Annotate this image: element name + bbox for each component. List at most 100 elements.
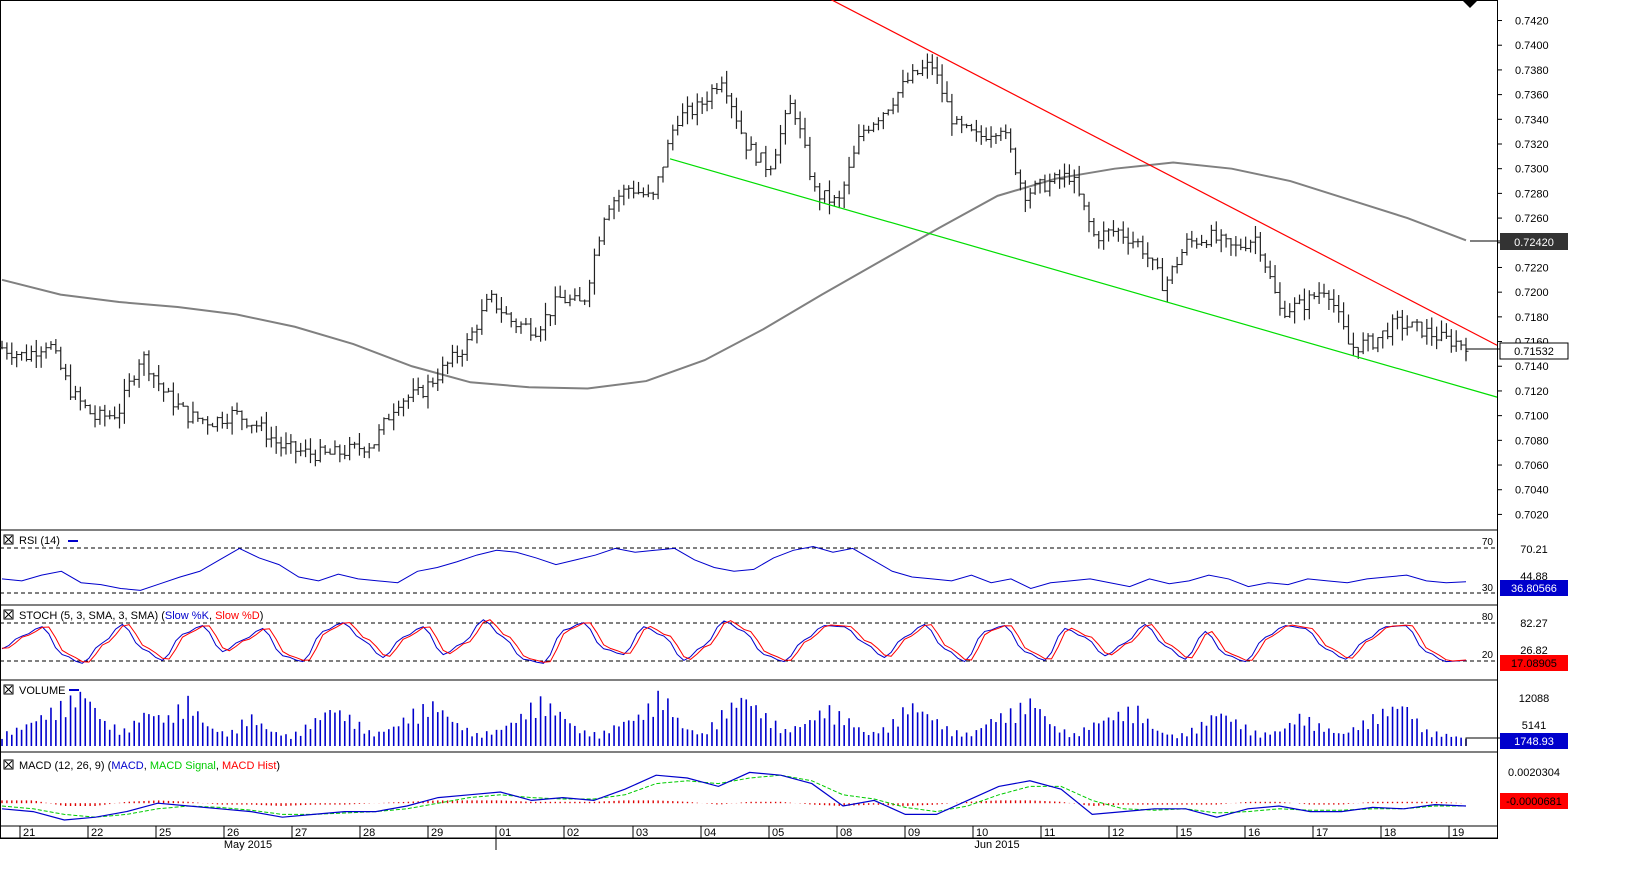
- price-bar: [836, 190, 842, 209]
- scroll-arrow-icon[interactable]: [1462, 0, 1478, 8]
- macd-signal-line: [1, 774, 1466, 818]
- volume-tick-high: 12088: [1519, 693, 1550, 705]
- x-day-label: 18: [1384, 827, 1396, 839]
- stoch-label: STOCH (5, 3, SMA, 3, SMA): [19, 610, 158, 622]
- x-day-label: 21: [23, 827, 35, 839]
- price-bar: [180, 401, 186, 407]
- price-bar: [557, 285, 563, 298]
- stoch-pane: STOCH (5, 3, SMA, 3, SMA) (Slow %K, Slow…: [0, 609, 1568, 671]
- price-tick-label: 0.7300: [1515, 164, 1549, 176]
- price-bar: [146, 350, 152, 382]
- price-bar: [1390, 314, 1396, 346]
- rsi-tick-70: 70.21: [1520, 544, 1548, 556]
- price-bar: [141, 351, 147, 376]
- price-bar: [0, 340, 5, 350]
- price-bar: [322, 445, 328, 455]
- price-bar: [973, 119, 979, 142]
- svg-text:STOCH (5, 3, SMA, 3, SMA) (Slo: STOCH (5, 3, SMA, 3, SMA) (Slow %K, Slow…: [19, 610, 263, 622]
- price-bar: [1042, 174, 1048, 193]
- price-tick-label: 0.7260: [1515, 213, 1549, 225]
- price-bar: [1380, 330, 1386, 349]
- price-bar: [1252, 225, 1258, 255]
- price-tick-label: 0.7040: [1515, 485, 1549, 497]
- macd-close-icon[interactable]: [3, 759, 14, 770]
- price-bar: [107, 410, 113, 420]
- price-bar: [1448, 329, 1454, 353]
- price-bar: [900, 69, 906, 98]
- price-bar: [131, 375, 137, 386]
- price-bar: [1341, 302, 1347, 330]
- rsi-value-bg: [1500, 580, 1568, 596]
- svg-text:MACD (12, 26, 9) (MACD, MACD S: MACD (12, 26, 9) (MACD, MACD Signal, MAC…: [19, 760, 280, 772]
- price-bar: [1316, 282, 1322, 304]
- price-bar: [254, 420, 260, 433]
- price-bar: [1218, 229, 1224, 253]
- rsi-close-icon[interactable]: [3, 534, 14, 545]
- stoch-tick-high: 82.27: [1520, 618, 1548, 630]
- price-bar: [1150, 257, 1156, 271]
- price-bar: [1248, 239, 1254, 253]
- price-tick-label: 0.7140: [1515, 361, 1549, 373]
- price-bar: [342, 444, 348, 460]
- price-bar: [1233, 236, 1239, 257]
- price-bar: [606, 205, 612, 221]
- price-bar: [533, 327, 539, 338]
- x-day-label: 17: [1316, 827, 1328, 839]
- price-bar: [327, 448, 333, 455]
- price-bar: [268, 426, 274, 448]
- price-bar: [968, 123, 974, 132]
- price-bar: [1194, 237, 1200, 249]
- price-bar: [802, 117, 808, 149]
- price-bar: [445, 361, 451, 375]
- x-day-label: 19: [1452, 827, 1464, 839]
- price-bar: [1311, 292, 1317, 300]
- ma-value-bg: [1500, 233, 1568, 250]
- price-bar: [704, 91, 710, 112]
- price-bar: [954, 116, 960, 125]
- price-bar: [1013, 147, 1019, 176]
- price-bar: [210, 422, 216, 428]
- price-bar: [459, 349, 465, 367]
- rsi-level-30: 30: [1482, 583, 1494, 594]
- price-bar: [1257, 231, 1263, 262]
- price-bar: [812, 172, 818, 192]
- price-bar: [33, 339, 39, 368]
- price-bar: [773, 148, 779, 170]
- price-tick-label: 0.7200: [1515, 287, 1549, 299]
- price-bar: [1439, 320, 1445, 342]
- price-bar: [102, 404, 108, 427]
- price-bar: [371, 444, 377, 449]
- macd-signal-legend: MACD Signal: [150, 760, 216, 772]
- price-bar: [1399, 309, 1405, 341]
- x-day-label: 02: [567, 827, 579, 839]
- price-bar: [929, 54, 935, 76]
- price-bar: [738, 110, 744, 135]
- x-day-label: 08: [840, 827, 852, 839]
- price-bar: [1385, 322, 1391, 340]
- price-bar: [655, 176, 661, 200]
- price-bar: [670, 124, 676, 151]
- price-tick-label: 0.7400: [1515, 40, 1549, 52]
- stoch-close-icon[interactable]: [3, 609, 14, 620]
- price-bar: [38, 346, 44, 368]
- price-bar: [175, 393, 181, 410]
- price-bar: [449, 344, 455, 368]
- price-bar: [9, 342, 15, 365]
- price-bar: [288, 434, 294, 454]
- x-day-label: 03: [636, 827, 648, 839]
- price-bar: [1365, 333, 1371, 352]
- price-bar: [68, 364, 74, 400]
- price-bar: [924, 53, 930, 79]
- price-bar: [1125, 227, 1131, 255]
- price-bar: [1326, 290, 1332, 310]
- volume-close-icon[interactable]: [3, 684, 14, 695]
- price-bar: [366, 442, 372, 459]
- price-bar: [97, 406, 103, 425]
- price-bar: [572, 288, 578, 301]
- price-bar: [1453, 330, 1459, 352]
- price-bar: [1345, 314, 1351, 345]
- price-bar: [508, 312, 514, 328]
- price-bar: [170, 382, 176, 416]
- price-bar: [1203, 239, 1209, 249]
